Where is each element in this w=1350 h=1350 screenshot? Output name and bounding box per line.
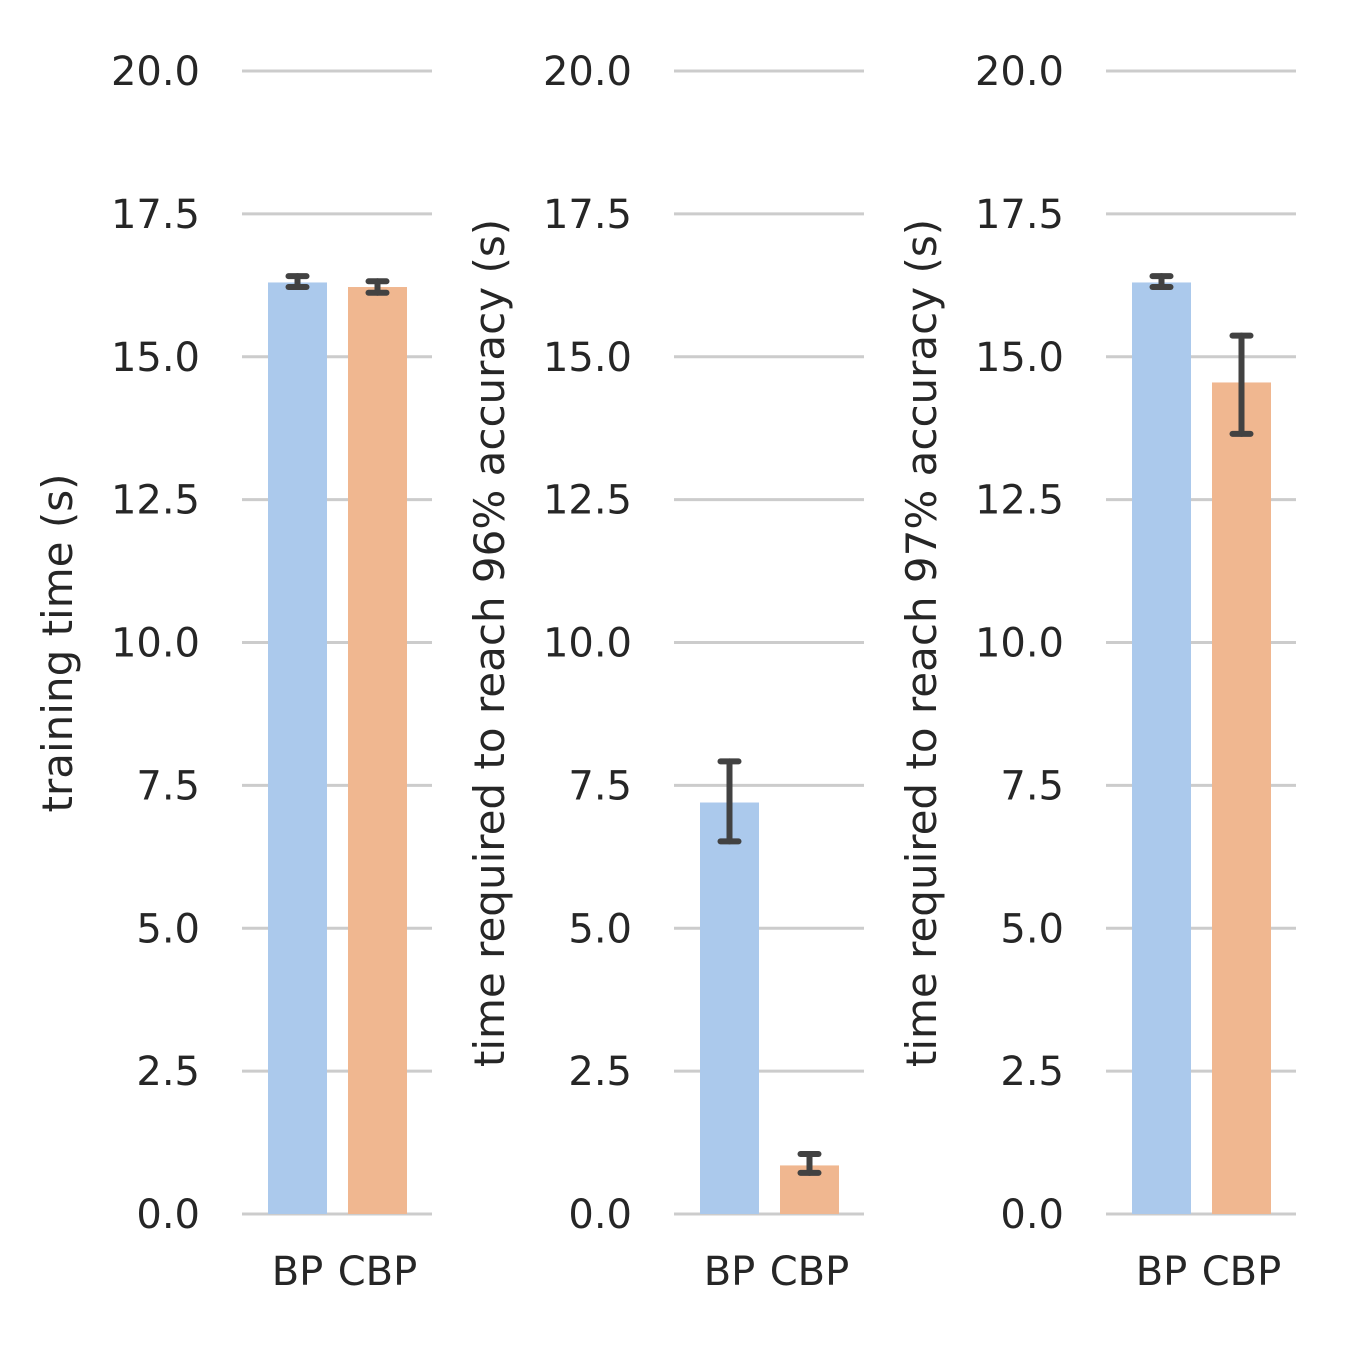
y-tick-label: 20.0: [975, 49, 1064, 95]
y-tick-label: 5.0: [1000, 906, 1064, 952]
y-tick-label: 0.0: [1000, 1192, 1064, 1238]
y-tick-label: 7.5: [1000, 763, 1064, 809]
y-tick-label: 15.0: [543, 335, 632, 381]
x-category-label: BP: [272, 1249, 324, 1295]
y-tick-label: 12.5: [543, 478, 632, 524]
panel-1: 0.0 2.5 5.0 7.5 10.0 12.5 15.0 17.5 20.0 training…: [33, 49, 432, 1295]
panel-2: 0.0 2.5 5.0 7.5 10.0 12.5 15.0 17.5 20.0 time req…: [465, 49, 864, 1295]
y-tick-label: 10.0: [543, 621, 632, 667]
bar-cbp: [1212, 382, 1271, 1214]
y-tick-label: 17.5: [543, 192, 632, 238]
panel-3: 0.0 2.5 5.0 7.5 10.0 12.5 15.0 17.5 20.0 time req…: [897, 49, 1296, 1295]
y-tick-label: 5.0: [568, 906, 632, 952]
y-axis-title: training time (s): [33, 474, 82, 813]
y-axis-title: time required to reach 96% accuracy (s): [465, 219, 514, 1067]
y-tick-label: 0.0: [568, 1192, 632, 1238]
y-tick-label: 0.0: [136, 1192, 200, 1238]
bar-bp: [268, 282, 327, 1215]
x-category-label: CBP: [1202, 1249, 1282, 1295]
y-tick-label: 20.0: [543, 49, 632, 95]
y-tick-label: 7.5: [568, 763, 632, 809]
y-tick-label: 2.5: [136, 1049, 200, 1095]
y-tick-label: 17.5: [975, 192, 1064, 238]
x-category-label: CBP: [770, 1249, 850, 1295]
x-category-label: CBP: [338, 1249, 418, 1295]
y-tick-label: 15.0: [975, 335, 1064, 381]
y-axis-title: time required to reach 97% accuracy (s): [897, 219, 946, 1067]
y-tick-label: 12.5: [111, 478, 200, 524]
y-tick-label: 5.0: [136, 906, 200, 952]
y-tick-label: 10.0: [975, 621, 1064, 667]
y-tick-label: 7.5: [136, 763, 200, 809]
x-category-label: BP: [1136, 1249, 1188, 1295]
bar-bp: [700, 802, 759, 1214]
bar-bp: [1132, 282, 1191, 1215]
y-tick-label: 2.5: [568, 1049, 632, 1095]
x-category-label: BP: [704, 1249, 756, 1295]
y-tick-label: 12.5: [975, 478, 1064, 524]
y-tick-label: 2.5: [1000, 1049, 1064, 1095]
y-tick-label: 17.5: [111, 192, 200, 238]
y-tick-label: 10.0: [111, 621, 200, 667]
y-tick-label: 20.0: [111, 49, 200, 95]
y-tick-label: 15.0: [111, 335, 200, 381]
bar-cbp: [348, 287, 407, 1215]
